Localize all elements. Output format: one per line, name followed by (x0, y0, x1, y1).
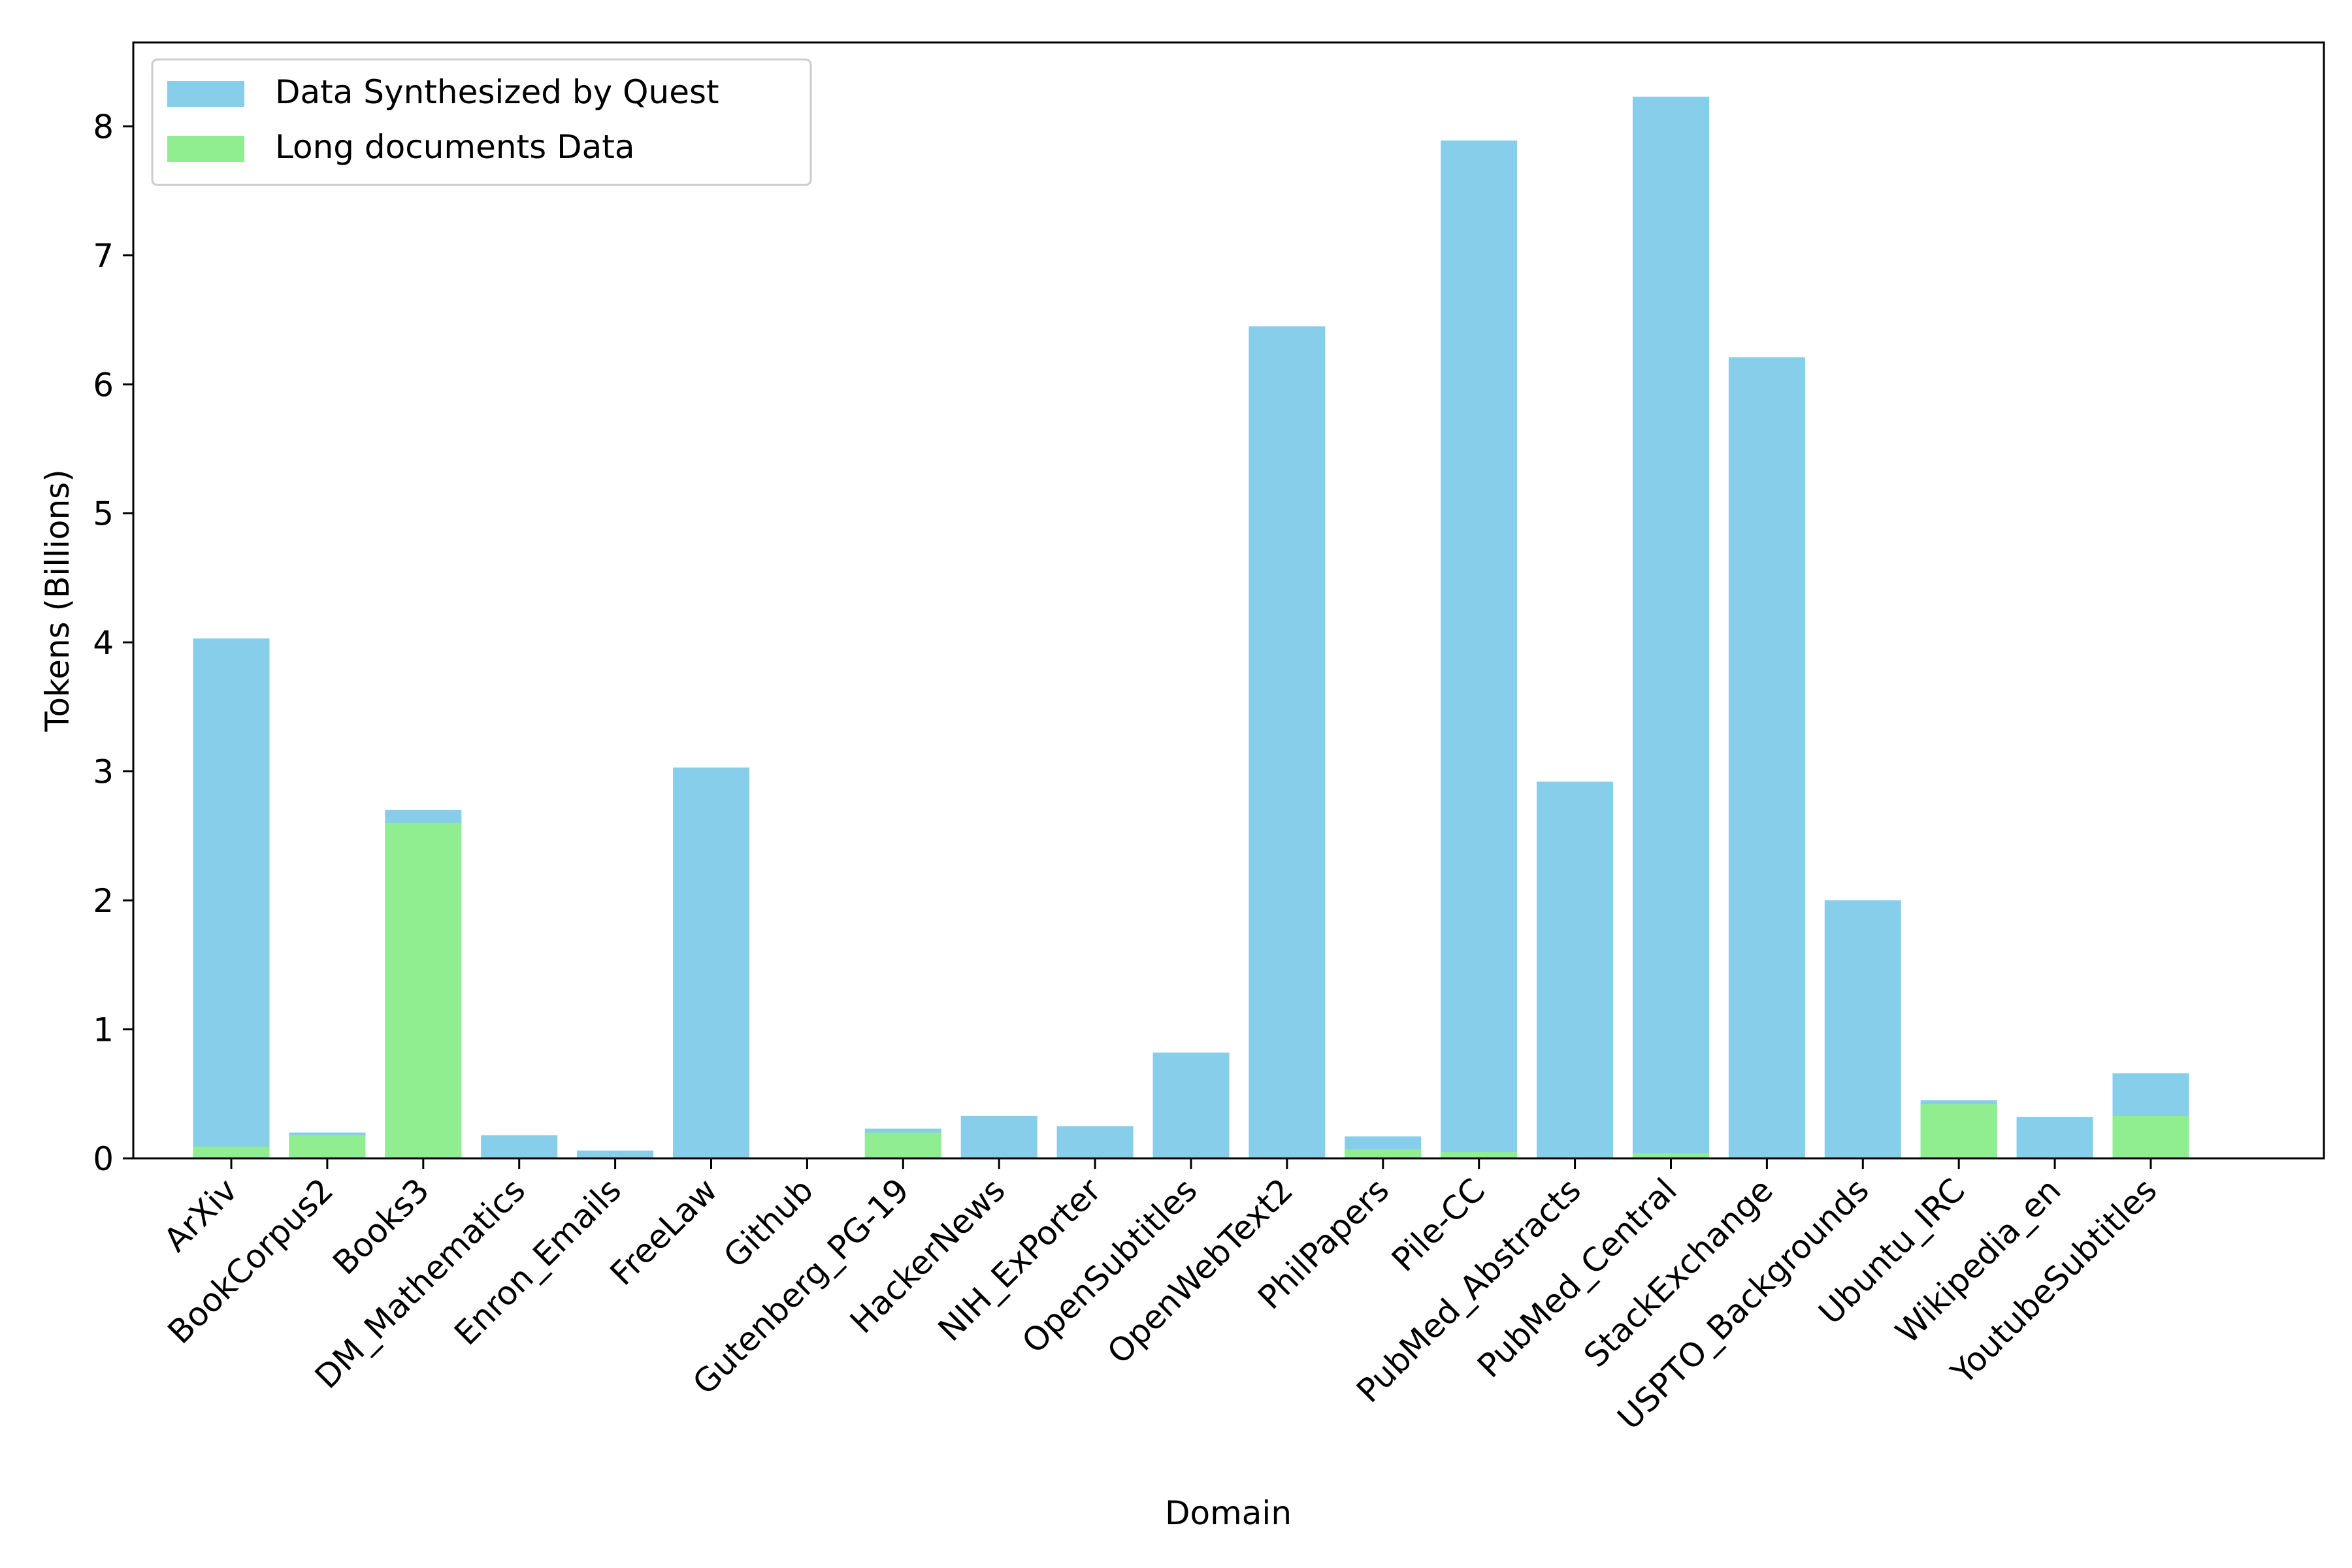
bar-long-documents-books3 (385, 823, 462, 1158)
legend-label-long-documents: Long documents Data (275, 128, 635, 166)
legend-swatch-long-documents (167, 136, 244, 162)
legend-swatch-synthesized (167, 81, 244, 107)
bar-synthesized-nih-exporter (1056, 1126, 1134, 1158)
bar-synthesized-pubmed-central (1633, 96, 1709, 1159)
bar-synthesized-opensubtitles (1152, 1053, 1230, 1158)
y-tick-label: 8 (93, 108, 114, 146)
y-tick-label: 7 (93, 237, 114, 275)
y-tick-label: 1 (93, 1011, 114, 1049)
bar-long-documents-gutenberg-pg-19 (864, 1132, 941, 1158)
y-tick-label: 2 (93, 882, 114, 920)
y-tick-label: 6 (93, 366, 114, 404)
y-tick-label: 5 (93, 495, 114, 533)
bar-long-documents-youtubesubtitles (2112, 1115, 2189, 1158)
bar-synthesized-hackernews (960, 1115, 1037, 1158)
bar-synthesized-arxiv (193, 638, 270, 1158)
legend: Data Synthesized by Quest Long documents… (151, 58, 812, 186)
bar-long-documents-arxiv (193, 1147, 270, 1158)
legend-frame (151, 58, 812, 186)
bar-long-documents-philpapers (1345, 1149, 1422, 1158)
bar-synthesized-enron-emails (577, 1151, 654, 1158)
bar-long-documents-ubuntu-irc (1920, 1104, 1997, 1158)
bar-synthesized-dm-mathematics (481, 1135, 558, 1158)
plot-frame (132, 41, 2325, 1160)
y-tick-label: 3 (93, 753, 114, 791)
bar-synthesized-stackexchange (1728, 357, 1805, 1158)
legend-label-synthesized: Data Synthesized by Quest (275, 73, 719, 111)
bar-synthesized-pile-cc (1441, 140, 1518, 1158)
y-tick-label: 0 (93, 1140, 114, 1178)
y-tick-label: 4 (93, 624, 114, 662)
bar-synthesized-pubmed-abstracts (1537, 781, 1614, 1158)
bar-synthesized-uspto-backgrounds (1824, 900, 1901, 1158)
bar-long-documents-pile-cc (1441, 1152, 1518, 1158)
bars-layer (193, 96, 2189, 1159)
bar-long-documents-pubmed-central (1633, 1153, 1709, 1158)
bar-long-documents-bookcorpus2 (289, 1135, 366, 1158)
bar-synthesized-freelaw (673, 767, 749, 1158)
bar-synthesized-openwebtext2 (1249, 326, 1326, 1158)
y-axis: 0 1 2 3 4 5 6 7 8 (93, 108, 133, 1178)
y-axis-title: Tokens (Billions) (39, 469, 76, 732)
x-axis-title: Domain (1165, 1494, 1292, 1532)
bar-synthesized-wikipedia-en (2016, 1117, 2093, 1158)
